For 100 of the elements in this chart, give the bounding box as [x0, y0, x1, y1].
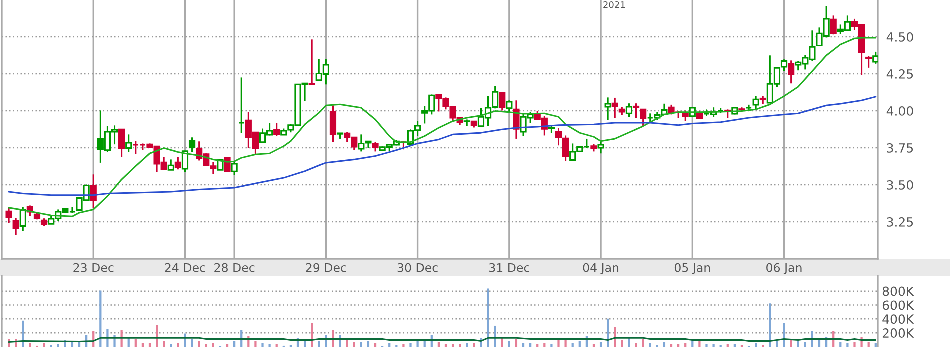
y-tick-label: 4.25	[886, 69, 914, 79]
candlestick	[20, 206, 26, 232]
candlestick	[626, 102, 633, 118]
bar	[530, 343, 532, 347]
bar	[783, 322, 786, 347]
x-tick-label: 28 Dec	[214, 263, 255, 272]
bar	[106, 329, 109, 347]
x-tick-label: 04 Jan	[583, 263, 619, 274]
candlestick	[132, 140, 140, 155]
bar	[663, 342, 666, 347]
bar	[769, 304, 772, 347]
candlestick	[555, 128, 562, 146]
bar	[550, 344, 553, 347]
x-tick-label: 29 Dec	[306, 263, 346, 272]
candlestick	[372, 142, 379, 152]
candlestick	[118, 128, 126, 158]
bar	[854, 342, 856, 347]
bar	[43, 343, 46, 347]
candlestick	[632, 102, 640, 120]
candlestick	[499, 91, 506, 112]
bar	[522, 343, 525, 347]
bar	[438, 342, 440, 347]
candlestick	[872, 51, 878, 65]
candlestick	[788, 60, 795, 84]
bar	[177, 343, 180, 347]
candlestick	[182, 150, 189, 174]
bar	[790, 340, 792, 347]
bar	[262, 343, 264, 347]
bar	[424, 341, 426, 347]
bar	[706, 344, 708, 347]
candlestick	[12, 217, 20, 236]
candlestick	[126, 134, 132, 154]
bar	[755, 343, 758, 347]
bar	[100, 290, 102, 347]
bar	[473, 343, 476, 347]
bar	[466, 343, 468, 347]
bar	[840, 342, 842, 347]
bar	[191, 339, 194, 347]
candlestick	[598, 140, 604, 154]
x-tick-label: 05 Jan	[674, 263, 710, 274]
candlestick	[174, 156, 182, 170]
bar	[776, 341, 778, 347]
bar	[515, 339, 518, 347]
bar	[698, 341, 701, 347]
bar	[254, 341, 257, 347]
bar	[388, 343, 391, 347]
bar	[684, 343, 687, 347]
candlestick	[506, 100, 513, 114]
bar	[804, 342, 806, 347]
bar	[332, 330, 334, 347]
candlestick	[90, 174, 97, 209]
y-tick-label: 200K	[882, 328, 914, 338]
bar	[621, 340, 624, 347]
annotation: 2021	[604, 1, 626, 8]
bar	[642, 339, 644, 347]
y-tick-label: 3.50	[887, 180, 914, 190]
bar	[846, 343, 849, 347]
candlestick	[752, 96, 760, 110]
bar	[360, 342, 362, 347]
candlestick	[188, 136, 196, 154]
x-tick-label: 23 Dec	[74, 263, 114, 272]
bar	[268, 344, 271, 347]
bar	[120, 330, 123, 347]
x-tick-label: 24 Dec	[165, 263, 206, 272]
x-tick-label: 31 Dec	[490, 263, 530, 272]
bar	[234, 341, 236, 347]
bar	[410, 343, 412, 347]
bar	[600, 342, 602, 347]
candlestick	[224, 157, 231, 172]
bar	[635, 343, 638, 347]
candlestick	[604, 96, 612, 122]
bar	[367, 341, 370, 347]
bar	[318, 341, 320, 347]
bar	[212, 343, 214, 347]
bar	[544, 343, 546, 347]
bar	[508, 341, 510, 347]
bar	[402, 344, 405, 347]
bar	[868, 342, 870, 347]
bar	[29, 343, 32, 347]
candlestick	[612, 97, 618, 120]
y-tick-label: 4.00	[886, 106, 914, 116]
candlestick	[513, 100, 520, 140]
bar	[374, 343, 377, 347]
bar	[353, 342, 356, 347]
bar	[874, 343, 877, 347]
candlestick	[308, 38, 316, 86]
candlestick	[830, 14, 837, 36]
candlestick	[231, 162, 238, 176]
y-tick-label: 400K	[882, 314, 914, 324]
y-tick-label: 3.75	[887, 143, 914, 153]
candlestick	[168, 158, 174, 171]
bar	[78, 342, 81, 347]
y-tick-label: 600K	[882, 300, 914, 310]
x-tick-label: 06 Jan	[766, 263, 802, 274]
bar	[148, 343, 152, 347]
x-tick-label: 30 Dec	[398, 263, 438, 272]
bar	[649, 343, 652, 347]
y-tick-label: 3.25	[887, 217, 914, 227]
bar	[198, 341, 200, 347]
candlestick	[640, 108, 647, 128]
